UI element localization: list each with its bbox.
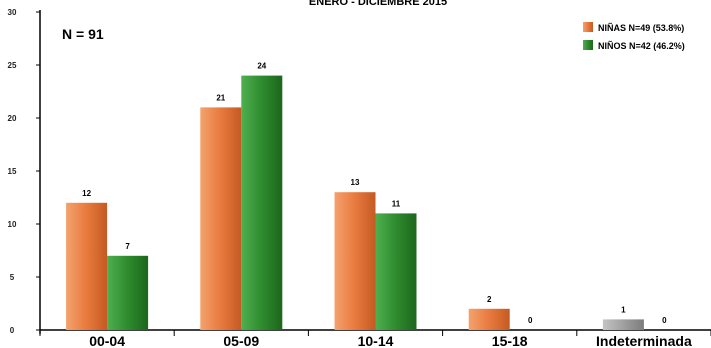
data-label: 2 bbox=[487, 295, 492, 304]
bar-10-14-series-1 bbox=[375, 213, 417, 330]
bars: 12 7 21 24 13 11 2 0 1 0 bbox=[66, 62, 667, 331]
bar-00-04-series-1 bbox=[107, 255, 149, 330]
sample-size-label: N = 91 bbox=[62, 26, 104, 42]
data-label: 21 bbox=[216, 93, 225, 102]
bar-05-09-series-1 bbox=[241, 75, 283, 330]
y-tick-label: 15 bbox=[8, 167, 17, 176]
y-tick-label: 25 bbox=[8, 61, 17, 70]
legend: NIÑAS N=49 (53.8%) NIÑOS N=42 (46.2%) bbox=[583, 22, 685, 51]
bar-00-04-series-0 bbox=[66, 202, 108, 330]
data-label: 12 bbox=[82, 189, 91, 198]
data-label: 7 bbox=[125, 242, 130, 251]
bar-10-14-series-0 bbox=[334, 192, 376, 330]
legend-label-ninas: NIÑAS N=49 (53.8%) bbox=[598, 23, 684, 33]
y-tick-label: 30 bbox=[8, 8, 17, 17]
data-label: 13 bbox=[351, 178, 360, 187]
x-tick-label: Indeterminada bbox=[596, 333, 692, 348]
data-label: 11 bbox=[392, 199, 401, 208]
x-tick-label: 10-14 bbox=[358, 333, 394, 348]
y-tick-label: 10 bbox=[8, 220, 17, 229]
data-label: 0 bbox=[528, 316, 533, 325]
y-tick-label: 20 bbox=[8, 114, 17, 123]
x-tick-label: 00-04 bbox=[89, 333, 125, 348]
bar-Indeterminada-series-0 bbox=[602, 319, 644, 330]
data-label: 1 bbox=[621, 305, 626, 314]
legend-label-ninos: NIÑOS N=42 (46.2%) bbox=[598, 41, 685, 51]
x-tick-label: 05-09 bbox=[223, 333, 259, 348]
bar-15-18-series-0 bbox=[468, 308, 510, 330]
data-label: 0 bbox=[662, 316, 667, 325]
legend-swatch-ninas bbox=[583, 22, 593, 32]
chart-title: ENERO - DICIEMBRE 2015 bbox=[309, 0, 447, 8]
y-tick-label: 0 bbox=[10, 326, 15, 335]
y-tick-label: 5 bbox=[10, 273, 15, 282]
x-tick-label: 15-18 bbox=[492, 333, 528, 348]
data-label: 24 bbox=[257, 62, 266, 71]
bar-05-09-series-0 bbox=[200, 107, 242, 331]
legend-swatch-ninos bbox=[583, 40, 593, 50]
